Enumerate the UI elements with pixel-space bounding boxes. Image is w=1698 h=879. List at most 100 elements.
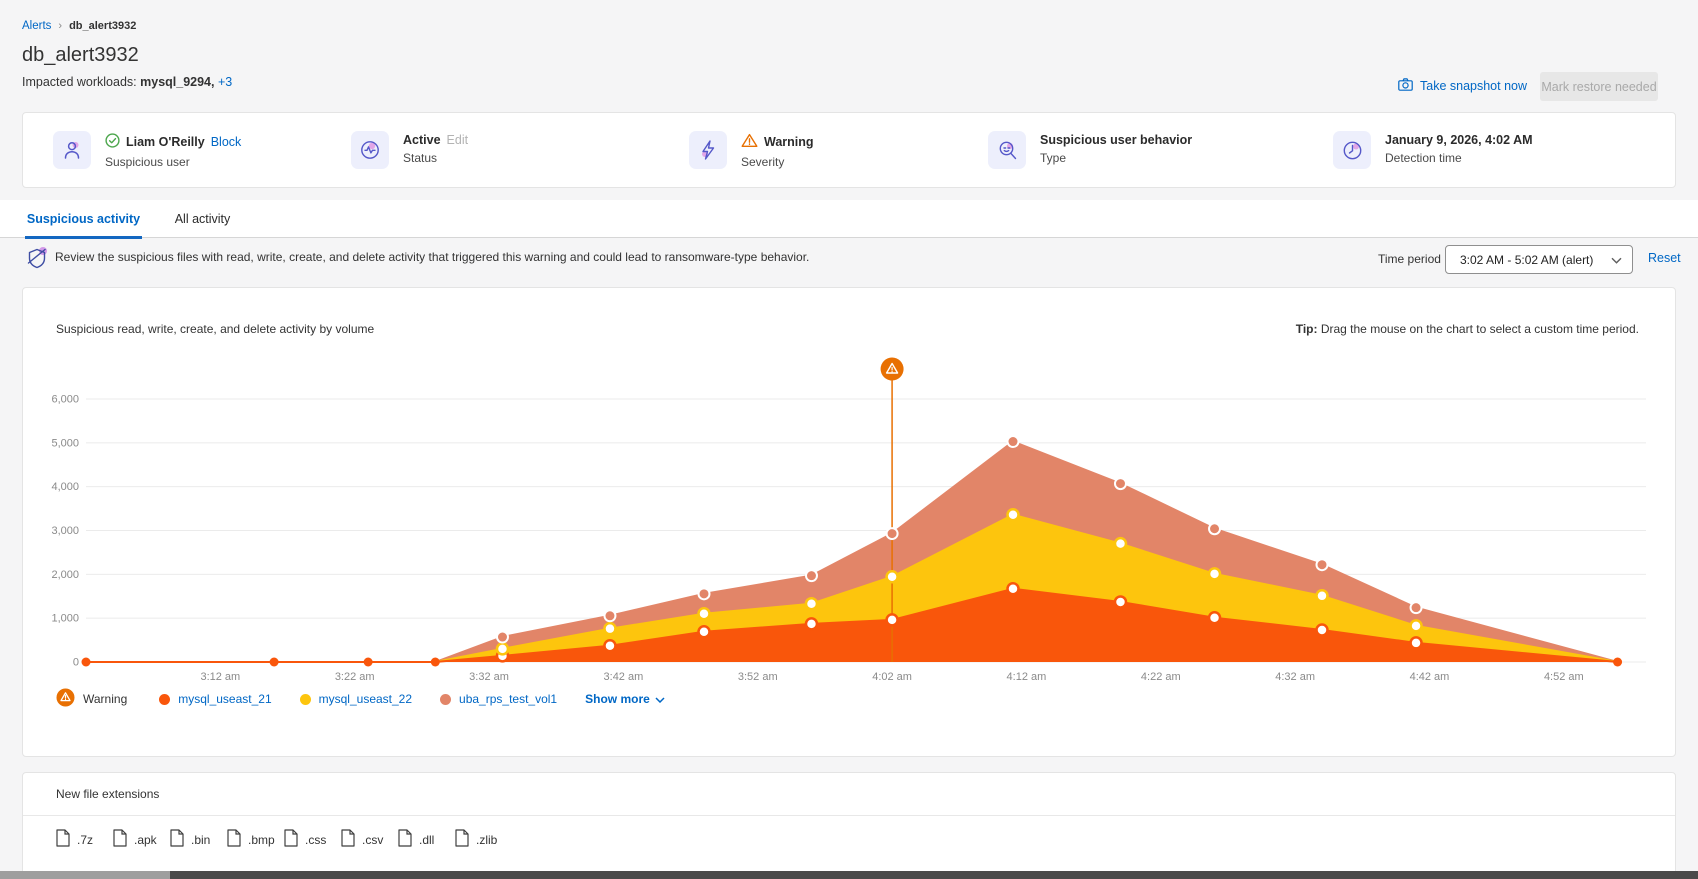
data-point-uba_rps_test_vol1[interactable]: [1409, 601, 1423, 615]
file-extension-item: .bmp: [227, 829, 284, 850]
breadcrumb-alerts-link[interactable]: Alerts: [22, 20, 52, 32]
breadcrumb-current: db_alert3932: [69, 20, 137, 32]
mark-restore-needed-button[interactable]: Mark restore needed: [1540, 72, 1658, 101]
activity-area-chart-svg[interactable]: 0 1,000 2,000 3,000 4,000 5,000 6,000 3:12 am 3:…: [41, 354, 1661, 694]
y-tick-label: 6,000: [51, 394, 79, 406]
data-point-baseline[interactable]: [81, 657, 91, 667]
warning-badge-icon: [56, 688, 75, 710]
data-point-baseline[interactable]: [269, 657, 279, 667]
x-tick-label: 3:42 am: [604, 671, 644, 683]
data-point-baseline[interactable]: [1613, 657, 1623, 667]
warning-triangle-icon: [741, 133, 758, 151]
card-subtitle: Severity: [741, 155, 785, 169]
legend-dot-icon: [299, 693, 311, 705]
data-point-mysql_useast_22[interactable]: [1409, 619, 1423, 633]
chart-title: Suspicious read, write, create, and dele…: [56, 322, 375, 336]
chart-legend: Warning mysql_useast_21 mysql_useast_22 ub…: [56, 688, 665, 710]
data-point-mysql_useast_22[interactable]: [697, 607, 711, 621]
data-point-mysql_useast_22[interactable]: [1113, 536, 1128, 551]
edit-status-link[interactable]: Edit: [446, 133, 469, 147]
data-point-mysql_useast_22[interactable]: [885, 569, 899, 584]
file-extension-label: .7z: [77, 832, 94, 847]
card-type: Suspicious user behavior Type: [988, 131, 1192, 169]
data-point-mysql_useast_22[interactable]: [1006, 507, 1020, 522]
file-icon: [113, 829, 127, 850]
block-user-link[interactable]: Block: [210, 135, 242, 149]
data-point-mysql_useast_21[interactable]: [1207, 610, 1222, 625]
data-point-mysql_useast_21[interactable]: [1409, 636, 1423, 650]
alert-summary-strip: Liam O'Reilly Block Suspicious user Ac: [22, 112, 1676, 188]
show-more-button[interactable]: Show more: [585, 692, 665, 706]
tab-all-activity[interactable]: All activity: [174, 212, 231, 226]
tabs-bar: Suspicious activity All activity: [0, 200, 1698, 239]
data-point-mysql_useast_22[interactable]: [1207, 567, 1222, 581]
data-point-mysql_useast_21[interactable]: [1006, 582, 1020, 596]
time-period-select[interactable]: 3:02 AM - 5:02 AM (alert): [1445, 245, 1633, 274]
y-tick-label: 1,000: [51, 613, 79, 625]
data-point-uba_rps_test_vol1[interactable]: [885, 527, 899, 541]
data-point-mysql_useast_21[interactable]: [804, 617, 819, 631]
extensions-list: .7z .apk .bin .bmp .css .csv .dll .zlib: [56, 829, 512, 850]
take-snapshot-label: Take snapshot now: [1420, 79, 1528, 93]
data-point-baseline[interactable]: [430, 657, 440, 667]
type-value: Suspicious user behavior: [1040, 133, 1193, 147]
horizontal-scrollbar[interactable]: [0, 871, 1698, 879]
data-point-mysql_useast_21[interactable]: [603, 639, 617, 653]
data-point-baseline[interactable]: [363, 657, 373, 667]
x-tick-label: 4:52 am: [1544, 671, 1584, 683]
data-point-mysql_useast_21[interactable]: [1315, 623, 1329, 637]
suspicious-user-name: Liam O'Reilly: [126, 135, 205, 149]
take-snapshot-button[interactable]: Take snapshot now: [1398, 78, 1527, 94]
area-mysql_useast_21: [86, 588, 1618, 662]
card-subtitle: Type: [1040, 151, 1067, 165]
time-period-value: 3:02 AM - 5:02 AM (alert): [1460, 252, 1594, 267]
lightning-icon: [689, 131, 727, 169]
legend-link-mysql_useast_21[interactable]: mysql_useast_21: [178, 692, 272, 706]
activity-chart-card: Suspicious read, write, create, and dele…: [22, 287, 1676, 757]
legend-dot-icon: [440, 693, 452, 705]
impacted-workloads-more-link[interactable]: +3: [217, 75, 233, 89]
data-point-uba_rps_test_vol1[interactable]: [495, 630, 509, 644]
file-extension-label: .dll: [419, 832, 435, 847]
reset-time-period-link[interactable]: Reset: [1648, 251, 1681, 265]
legend-item-mysql_useast_22: mysql_useast_22: [299, 692, 413, 706]
horizontal-scrollbar-thumb[interactable]: [0, 871, 170, 879]
breadcrumb: Alerts › db_alert3932: [22, 20, 136, 32]
legend-series: mysql_useast_21 mysql_useast_22 uba_rps_te…: [159, 692, 585, 706]
x-tick-label: 4:12 am: [1007, 671, 1047, 683]
data-point-mysql_useast_22[interactable]: [1315, 589, 1329, 603]
data-point-mysql_useast_22[interactable]: [495, 642, 510, 656]
new-file-extensions-card: New file extensions .7z .apk .bin .bmp .css.…: [22, 772, 1676, 879]
data-point-uba_rps_test_vol1[interactable]: [804, 569, 818, 583]
legend-link-uba_rps_test_vol1[interactable]: uba_rps_test_vol1: [459, 692, 558, 706]
card-subtitle: Detection time: [1385, 151, 1462, 165]
data-point-mysql_useast_22[interactable]: [804, 596, 819, 611]
impacted-workloads-label: Impacted workloads:: [22, 75, 137, 89]
card-status: Active Edit Status: [351, 131, 468, 169]
tab-suspicious-activity[interactable]: Suspicious activity: [25, 200, 142, 239]
y-tick-label: 5,000: [51, 437, 79, 449]
data-point-uba_rps_test_vol1[interactable]: [1006, 435, 1020, 449]
show-more-label: Show more: [585, 692, 650, 706]
shield-pen-icon: [24, 245, 50, 276]
data-point-uba_rps_test_vol1[interactable]: [1113, 477, 1127, 491]
chart-tip: Tip: Drag the mouse on the chart to sele…: [1296, 322, 1639, 336]
file-icon: [341, 829, 355, 850]
data-point-uba_rps_test_vol1[interactable]: [603, 609, 617, 623]
chart-tip-text: Drag the mouse on the chart to select a …: [1317, 322, 1639, 336]
divider: [23, 815, 1675, 816]
file-icon: [56, 829, 70, 850]
data-point-uba_rps_test_vol1[interactable]: [1208, 522, 1222, 536]
data-point-mysql_useast_21[interactable]: [697, 625, 711, 639]
data-point-mysql_useast_21[interactable]: [1113, 595, 1128, 609]
chevron-down-icon: [1611, 253, 1622, 267]
data-point-uba_rps_test_vol1[interactable]: [697, 587, 711, 601]
page-title: db_alert3932: [22, 44, 139, 66]
activity-area-chart[interactable]: 0 1,000 2,000 3,000 4,000 5,000 6,000 3:12 am 3:…: [41, 354, 1661, 694]
activity-pulse-icon: [351, 131, 389, 169]
legend-link-mysql_useast_22[interactable]: mysql_useast_22: [318, 692, 413, 706]
y-tick-label: 4,000: [51, 481, 79, 493]
data-point-uba_rps_test_vol1[interactable]: [1315, 558, 1329, 572]
data-point-mysql_useast_22[interactable]: [603, 621, 617, 636]
data-point-mysql_useast_21[interactable]: [885, 613, 899, 627]
